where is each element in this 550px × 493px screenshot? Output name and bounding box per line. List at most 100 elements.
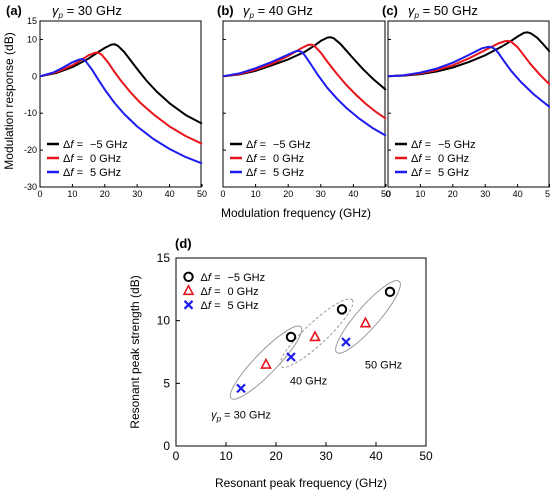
group-label: 50 GHz — [365, 359, 402, 371]
legend-prefix: Δf = — [246, 139, 266, 151]
plot-frame — [39, 20, 202, 188]
legend-label: −5 GHz — [90, 139, 128, 151]
x-tick-label: 30 — [132, 189, 142, 199]
panel-c: 0 10 20 30 40 50 Δf = −5 GHz Δf = 0 GHz Δf = 5 GHz (… — [382, 3, 550, 199]
y-tick-label: 0 — [163, 439, 170, 453]
legend-prefix-var: f = — [208, 300, 221, 312]
legend-label: 5 GHz — [273, 167, 304, 179]
legend-marker — [183, 271, 194, 282]
legend-label: 5 GHz — [438, 167, 469, 179]
x-tick-label: 20 — [269, 449, 283, 463]
legend-prefix-delta: Δ — [411, 153, 419, 165]
point-circle — [336, 304, 348, 315]
panel-title-symbol: γ — [243, 3, 251, 18]
top-x-axis-title: Modulation frequency (GHz) — [221, 206, 371, 220]
y-tick-label: -10 — [24, 108, 37, 118]
legend-prefix-delta: Δ — [246, 167, 254, 179]
panel-label: (c) — [382, 3, 398, 18]
series-line-2 — [39, 58, 203, 165]
legend-prefix: Δf = — [411, 167, 431, 179]
panel-a: 0 10 20 30 40 50 15 10 0 -10 -20 -30 Δf = −5 GHz Δf = 0… — [6, 3, 207, 199]
y-tick-label: 15 — [27, 16, 37, 26]
x-tick-label: 50 — [419, 449, 433, 463]
legend-prefix-var: f = — [418, 153, 431, 165]
legend-prefix-delta: Δ — [63, 153, 71, 165]
point-x — [236, 383, 246, 394]
point-triangle — [309, 330, 321, 342]
legend-prefix-var: f = — [208, 272, 221, 284]
legend-prefix-var: f = — [70, 139, 83, 151]
legend-label: 0 GHz — [273, 153, 304, 165]
plot-frame — [222, 20, 386, 188]
legend-prefix-var: f = — [253, 153, 266, 165]
group-ellipse — [335, 280, 401, 354]
panel-title-value: = 40 GHz — [254, 3, 313, 18]
y-tick-label: -30 — [24, 182, 37, 192]
legend-marker — [182, 284, 195, 296]
x-tick-label: 50 — [197, 189, 207, 199]
x-tick-label: 30 — [480, 189, 490, 199]
legend-label: 5 GHz — [90, 167, 121, 179]
legend-label: 5 GHz — [228, 300, 259, 312]
point-triangle — [260, 357, 272, 369]
panel-title-symbol: γ — [52, 3, 60, 18]
y-tick-label: 5 — [163, 376, 170, 390]
x-tick-label: 0 — [385, 189, 390, 199]
x-tick-label: 40 — [348, 189, 358, 199]
legend-prefix-var: f = — [253, 167, 266, 179]
group-label-value: 50 GHz — [365, 359, 402, 371]
legend-prefix-delta: Δ — [201, 300, 209, 312]
point-x — [286, 352, 296, 362]
legend-label: −5 GHz — [228, 272, 266, 284]
group-label-subscript: p — [216, 414, 222, 423]
x-tick-label: 50 — [381, 189, 391, 199]
legend-prefix: Δf = — [411, 153, 431, 165]
y-tick-label: 10 — [157, 314, 171, 328]
y-tick-label: 10 — [27, 34, 37, 44]
group-label-value: = 30 GHz — [221, 409, 271, 421]
series-line-1 — [39, 51, 203, 145]
y-tick-label: -20 — [24, 145, 37, 155]
group-label-symbol: γ — [211, 409, 218, 421]
panel-title-symbol: γ — [408, 3, 416, 18]
legend-prefix-var: f = — [70, 167, 83, 179]
legend-prefix: Δf = — [201, 286, 221, 298]
plot-frame — [387, 20, 550, 188]
group-ellipse — [229, 325, 303, 400]
group-label: γp = 30 GHz — [211, 409, 271, 423]
legend-label: −5 GHz — [273, 139, 311, 151]
legend-prefix: Δf = — [63, 167, 83, 179]
series-line-0 — [222, 36, 387, 91]
x-tick-label: 0 — [220, 189, 225, 199]
legend-prefix: Δf = — [246, 153, 266, 165]
panel-title: γp = 30 GHz — [52, 3, 122, 20]
panel-title-value: = 30 GHz — [63, 3, 122, 18]
panel-title: γp = 50 GHz — [408, 3, 478, 20]
legend-prefix-delta: Δ — [411, 167, 419, 179]
legend-marker — [183, 300, 194, 310]
legend-prefix: Δf = — [411, 139, 431, 151]
legend-label: 0 GHz — [438, 153, 469, 165]
panel-title-subscript: p — [249, 11, 255, 20]
x-tick-label: 10 — [251, 189, 261, 199]
point-circle — [384, 286, 396, 298]
x-tick-label: 50 — [545, 189, 550, 199]
x-tick-label: 20 — [283, 189, 293, 199]
x-tick-label: 0 — [173, 449, 180, 463]
legend-prefix-delta: Δ — [63, 139, 71, 151]
legend-prefix-var: f = — [208, 286, 221, 298]
point-triangle — [359, 316, 372, 328]
group-label: 40 GHz — [290, 376, 327, 388]
legend-prefix: Δf = — [63, 139, 83, 151]
x-tick-label: 0 — [37, 189, 42, 199]
legend-prefix-var: f = — [418, 139, 431, 151]
legend-label: 0 GHz — [228, 286, 259, 298]
x-tick-label: 40 — [369, 449, 383, 463]
legend-prefix: Δf = — [246, 167, 266, 179]
x-tick-label: 40 — [165, 189, 175, 199]
point-circle — [285, 331, 297, 343]
y-tick-label: 15 — [157, 251, 171, 265]
x-tick-label: 10 — [219, 449, 233, 463]
x-axis-title: Resonant peak frequency (GHz) — [215, 476, 387, 490]
